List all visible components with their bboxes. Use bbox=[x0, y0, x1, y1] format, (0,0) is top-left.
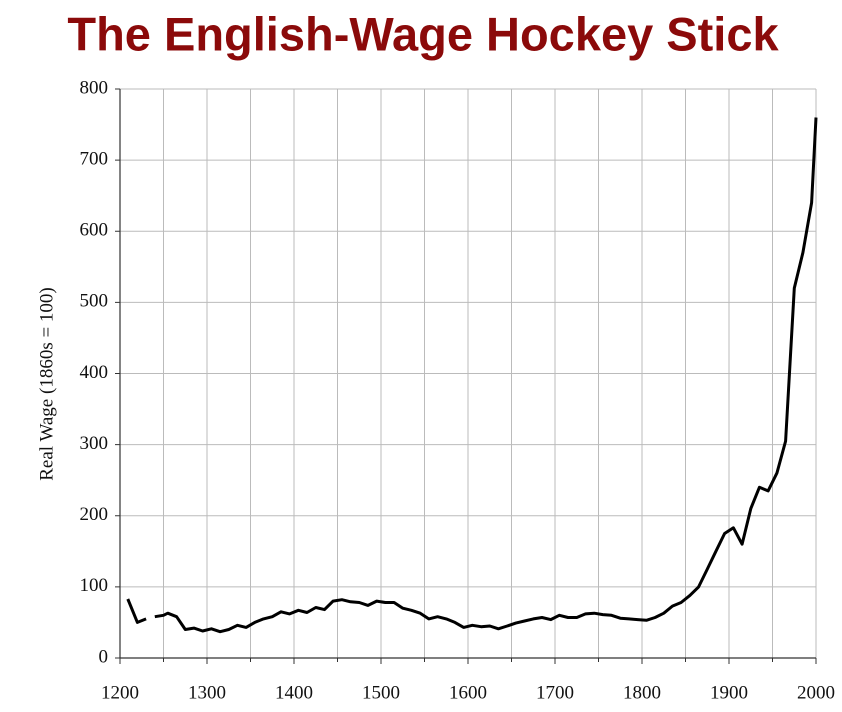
x-tick-label: 1400 bbox=[275, 682, 313, 703]
x-tick-label: 1900 bbox=[710, 682, 748, 703]
x-tick-label: 1600 bbox=[449, 682, 487, 703]
x-tick-label: 1700 bbox=[536, 682, 574, 703]
y-tick-label: 800 bbox=[80, 77, 109, 98]
y-tick-label: 500 bbox=[80, 291, 109, 312]
y-tick-label: 200 bbox=[80, 504, 109, 525]
x-tick-label: 1300 bbox=[188, 682, 226, 703]
y-tick-label: 300 bbox=[80, 433, 109, 454]
y-tick-label: 0 bbox=[99, 646, 109, 667]
x-tick-label: 1200 bbox=[101, 682, 139, 703]
x-tick-label: 1800 bbox=[623, 682, 661, 703]
y-tick-label: 400 bbox=[80, 362, 109, 383]
y-axis-label: Real Wage (1860s = 100) bbox=[36, 287, 57, 481]
y-tick-label: 700 bbox=[80, 148, 109, 169]
data-line bbox=[126, 117, 818, 634]
y-tick-label: 100 bbox=[80, 575, 109, 596]
y-tick-label: 600 bbox=[80, 220, 109, 241]
x-tick-label: 2000 bbox=[797, 682, 835, 703]
chart-title: The English-Wage Hockey Stick bbox=[67, 7, 779, 60]
x-tick-label: 1500 bbox=[362, 682, 400, 703]
